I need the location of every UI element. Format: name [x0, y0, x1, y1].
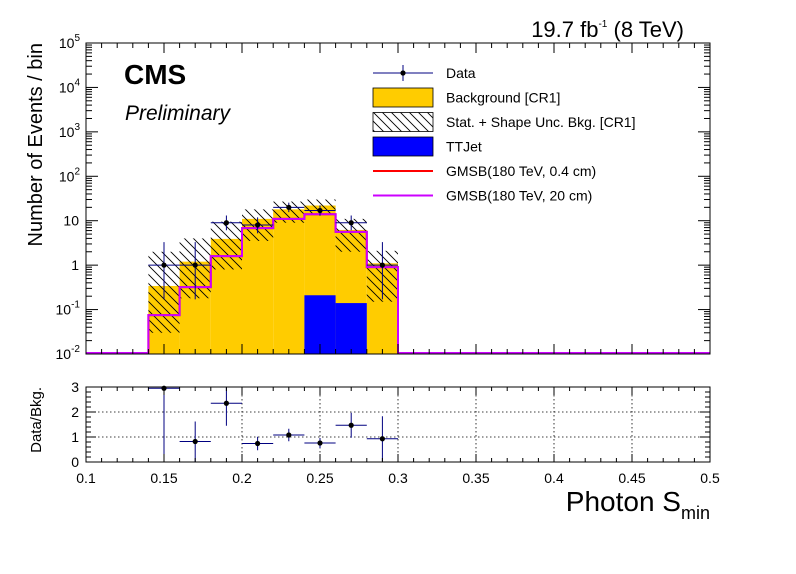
y-tick-base: 10 [56, 302, 72, 318]
y-tick-label: 10 [63, 213, 79, 229]
y-tick-exponent: 5 [74, 33, 80, 44]
y-tick-base: 10 [59, 79, 75, 95]
y-tick-label: 104 [59, 77, 81, 95]
ttjet-bar [335, 303, 367, 354]
x-axis-title: Photon Smin [566, 486, 710, 523]
ratio-x-tick-label: 0.1 [76, 470, 96, 486]
ratio-x-tick-label: 0.25 [306, 470, 333, 486]
legend-label: Background [CR1] [446, 90, 560, 106]
y-tick-label: 1 [71, 257, 79, 273]
y-tick-exponent: 3 [74, 122, 80, 133]
data-point [286, 204, 292, 210]
ratio-plot-panel: 0.1 0.15 0.2 0.25 0.3 0.35 0.4 0.45 0.5 0 1 2 3 Data… [28, 379, 720, 523]
legend-label: GMSB(180 TeV, 20 cm) [446, 188, 592, 204]
ratio-point [379, 436, 385, 442]
legend-label: Data [446, 65, 476, 81]
y-tick-label: 10-2 [56, 344, 81, 362]
y-tick-base: 10 [59, 35, 75, 51]
ratio-x-tick-label: 0.4 [544, 470, 564, 486]
ratio-point [348, 422, 354, 428]
ratio-x-tick-label: 0.45 [618, 470, 645, 486]
legend-uncertainty-swatch [372, 112, 434, 132]
ratio-point [223, 400, 229, 406]
ratio-x-tick-label: 0.3 [388, 470, 408, 486]
experiment-label: CMS [124, 59, 186, 90]
ratio-x-tick-label: 0.2 [232, 470, 252, 486]
ratio-point [192, 438, 198, 445]
y-tick-base: 10 [63, 213, 79, 229]
ratio-point [255, 440, 261, 447]
data-point [192, 262, 198, 268]
legend-label: GMSB(180 TeV, 0.4 cm) [446, 163, 596, 179]
background-bar [273, 209, 305, 354]
data-point [161, 262, 167, 268]
ratio-y-tick-label: 1 [71, 429, 79, 445]
y-tick-exponent: 4 [74, 77, 80, 88]
ratio-x-tick-label: 0.5 [700, 470, 720, 486]
legend-label: Stat. + Shape Unc. Bkg. [CR1] [446, 114, 636, 130]
ratio-x-tick-label: 0.35 [462, 470, 489, 486]
y-tick-exponent: -1 [71, 300, 80, 311]
y-tick-label: 102 [59, 166, 81, 184]
luminosity-label: 19.7 fb-1 (8 TeV) [531, 17, 684, 42]
status-label: Preliminary [125, 102, 232, 125]
y-tick-label: 103 [59, 122, 81, 140]
data-point [255, 222, 261, 228]
background-bar [242, 218, 274, 354]
legend-ttjet-swatch [372, 136, 434, 157]
y-tick-base: 1 [71, 257, 79, 273]
gmsb-20cm-line [86, 213, 710, 354]
ratio-y-tick-label: 2 [71, 404, 79, 420]
legend-background-swatch [372, 87, 434, 108]
ratio-y-axis-title: Data/Bkg. [28, 387, 45, 453]
y-tick-exponent: 2 [74, 166, 80, 177]
ratio-point [286, 432, 292, 438]
data-point [223, 220, 229, 226]
y-tick-label: 10-1 [56, 300, 81, 318]
data-point [317, 207, 323, 214]
legend: Data Background [CR1] Stat. + Shape Unc. B… [372, 65, 636, 204]
y-tick-base: 10 [56, 346, 72, 362]
ratio-y-tick-label: 3 [71, 379, 79, 395]
legend-data-marker [400, 70, 406, 76]
y-tick-base: 10 [59, 168, 75, 184]
y-tick-exponent: -2 [71, 344, 80, 355]
data-point [379, 262, 385, 268]
data-point [348, 220, 354, 226]
ratio-x-tick-label: 0.15 [150, 470, 177, 486]
y-axis-title: Number of Events / bin [25, 43, 47, 246]
y-tick-base: 10 [59, 124, 75, 140]
y-tick-label: 105 [59, 33, 81, 51]
ratio-y-tick-label: 0 [71, 454, 79, 470]
legend-label: TTJet [446, 139, 482, 155]
ratio-point [317, 440, 323, 446]
